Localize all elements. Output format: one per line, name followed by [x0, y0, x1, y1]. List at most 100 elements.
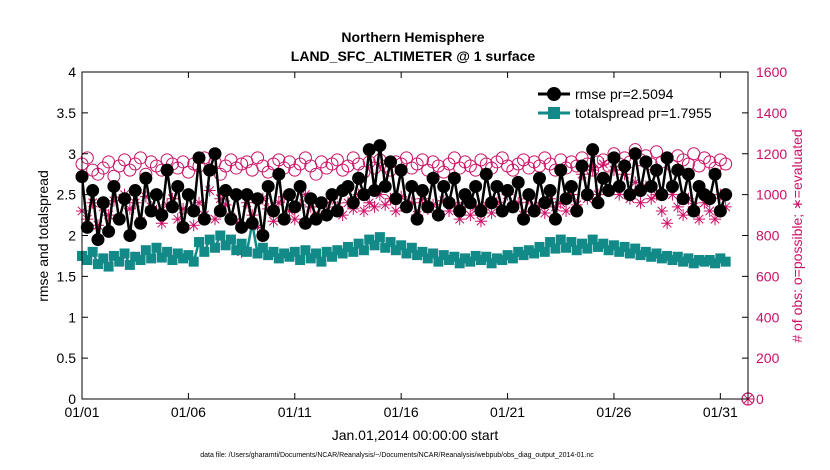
spread-series-marker — [241, 246, 252, 257]
spread-series-marker — [529, 248, 540, 259]
spread-series-marker — [135, 255, 146, 266]
rmse-series-marker — [602, 184, 616, 198]
rmse-series-marker — [591, 196, 605, 210]
rmse-series-marker — [538, 196, 552, 210]
rmse-series-marker — [618, 159, 632, 173]
rmse-series-marker — [479, 167, 493, 181]
rmse-series-marker — [362, 143, 376, 157]
obs-evaluated-marker — [389, 204, 402, 217]
obs-evaluated-marker — [123, 202, 136, 215]
rmse-series-marker — [160, 163, 174, 177]
rmse-series-marker — [447, 171, 461, 185]
legend: rmse pr=2.5094 totalspread pr=1.7955 — [532, 78, 738, 124]
spread-series-marker — [353, 238, 364, 249]
legend-rmse-label: rmse pr=2.5094 — [575, 86, 674, 102]
spread-series-marker — [608, 240, 619, 251]
obs-evaluated-marker — [634, 196, 647, 209]
rmse-series-marker — [703, 192, 717, 206]
obs-evaluated-marker — [698, 196, 711, 209]
rmse-series-marker — [176, 220, 190, 234]
spread-series-marker — [422, 253, 433, 264]
obs-evaluated-marker — [357, 204, 370, 217]
spread-series-marker — [364, 234, 375, 245]
y-right-tick-label: 0 — [756, 391, 764, 407]
rmse-series-marker — [86, 184, 100, 198]
rmse-series-marker — [586, 143, 600, 157]
spread-series-marker — [178, 253, 189, 264]
y-right-tick-label: 600 — [756, 268, 780, 284]
rmse-series-marker — [676, 192, 690, 206]
rmse-series-marker — [490, 179, 504, 193]
obs-evaluated-marker — [235, 245, 248, 258]
obs-possible-marker — [532, 159, 546, 173]
spread-series-marker — [98, 253, 109, 264]
spread-series-marker — [305, 253, 316, 264]
legend-spread-marker — [548, 107, 560, 119]
spread-series-marker — [374, 232, 385, 243]
obs-possible-marker — [309, 167, 323, 181]
obs-evaluated-marker — [363, 196, 376, 209]
series-layer — [75, 139, 755, 406]
rmse-series-marker — [527, 204, 541, 218]
spread-series-marker — [710, 258, 721, 269]
rmse-series-marker — [639, 155, 653, 169]
obs-evaluated-marker — [246, 209, 259, 222]
spread-series-marker — [433, 256, 444, 267]
obs-evaluated-marker — [677, 209, 690, 222]
spread-series-marker — [87, 246, 98, 257]
spread-series-marker — [497, 255, 508, 266]
spread-series-marker — [92, 259, 103, 270]
obs-evaluated-marker — [240, 196, 253, 209]
rmse-series-marker — [314, 196, 328, 210]
spread-series-marker — [156, 252, 167, 263]
obs-possible-marker — [517, 153, 531, 167]
spread-series-marker — [678, 256, 689, 267]
x-tick-label: 01/11 — [278, 404, 312, 420]
rmse-series-marker — [288, 200, 302, 214]
obs-possible-marker — [251, 151, 265, 165]
y-right-tick-label: 1600 — [756, 64, 787, 80]
spread-series-marker — [465, 256, 476, 267]
spread-series-marker — [651, 248, 662, 259]
rmse-series-marker — [650, 163, 664, 177]
rmse-series-marker — [368, 184, 382, 198]
rmse-series-marker — [564, 179, 578, 193]
rmse-series-marker — [596, 171, 610, 185]
obs-evaluated-marker — [655, 204, 668, 217]
x-tick-label: 01/06 — [171, 404, 206, 420]
obs-possible-marker — [144, 155, 158, 169]
spread-series-marker — [571, 245, 582, 256]
legend-rmse-marker — [547, 87, 561, 101]
rmse-series-marker — [256, 229, 270, 242]
obs-possible-marker — [325, 157, 339, 171]
rmse-series-marker — [123, 229, 137, 242]
obs-possible-marker — [399, 151, 413, 165]
x-tick-label: 01/01 — [64, 404, 99, 420]
obs-possible-marker — [426, 155, 440, 169]
rmse-series-marker — [373, 139, 387, 153]
spread-series-marker — [124, 259, 135, 270]
obs-evaluated-marker — [618, 168, 631, 181]
rmse-series-marker — [192, 151, 206, 165]
spread-series-marker — [635, 250, 646, 261]
obs-evaluated-marker — [208, 213, 221, 226]
rmse-series-marker — [224, 212, 238, 226]
rmse-series-marker — [155, 208, 169, 222]
spread-series-marker — [502, 250, 513, 261]
obs-evaluated-marker — [283, 204, 296, 217]
obs-evaluated-marker — [629, 176, 642, 189]
rmse-series-marker — [719, 188, 733, 202]
obs-evaluated-marker — [703, 204, 716, 217]
x-axis-label: Jan.01,2014 00:00:00 start — [332, 427, 499, 443]
y-left-tick-label: 3 — [68, 146, 76, 162]
obs-evaluated-marker — [368, 200, 381, 213]
obs-evaluated-marker — [607, 164, 620, 177]
rmse-series-marker — [394, 163, 408, 177]
rmse-series-marker — [623, 188, 637, 202]
obs-evaluated-marker — [464, 209, 477, 222]
rmse-series-marker — [708, 167, 722, 181]
spread-series-marker — [704, 255, 715, 266]
obs-evaluated-marker — [485, 207, 498, 220]
rmse-series-marker — [272, 167, 286, 181]
rmse-series-marker — [282, 188, 296, 202]
